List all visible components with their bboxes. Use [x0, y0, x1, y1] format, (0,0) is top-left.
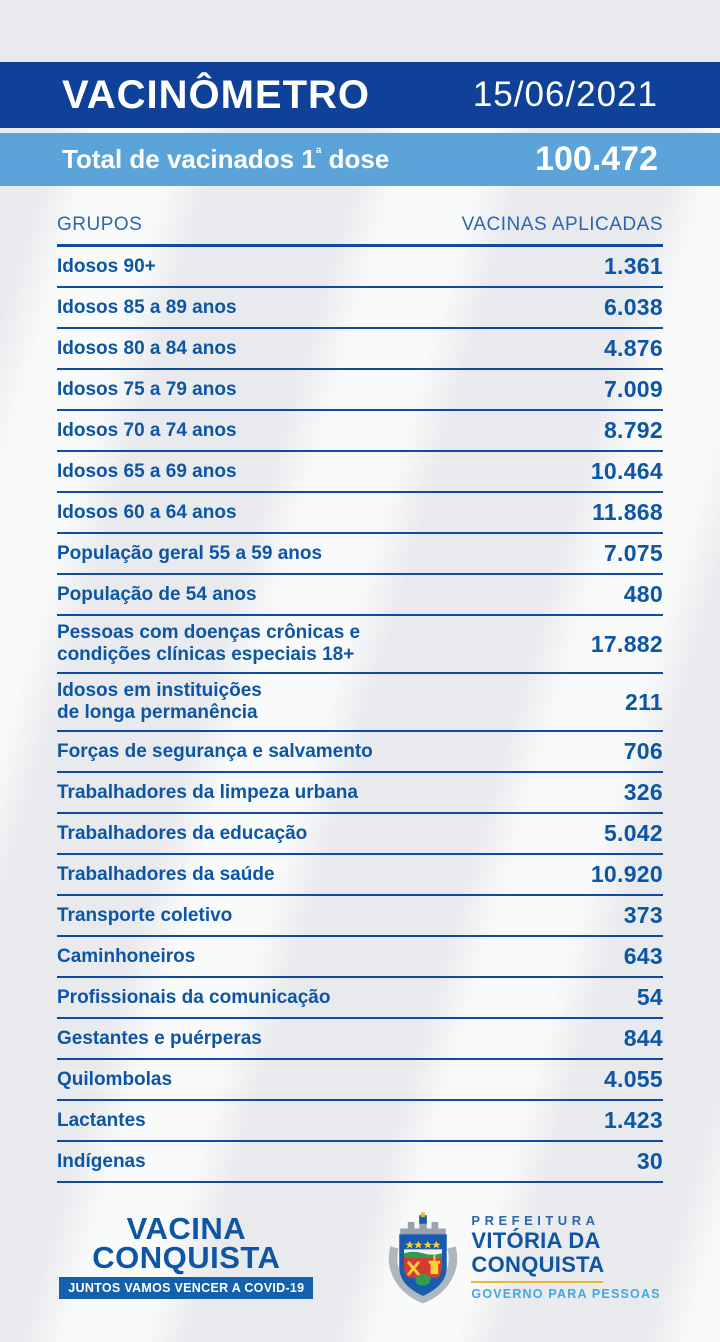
table-row: Idosos 60 a 64 anos 11.868: [57, 493, 663, 534]
table-row: Idosos 65 a 69 anos 10.464: [57, 452, 663, 493]
table-row: Idosos 70 a 74 anos 8.792: [57, 411, 663, 452]
group-label: Indígenas: [57, 1150, 146, 1172]
table-row: Trabalhadores da educação 5.042: [57, 814, 663, 855]
group-label: Profissionais da comunicação: [57, 986, 331, 1008]
group-label: Trabalhadores da educação: [57, 822, 308, 844]
group-label: Idosos 70 a 74 anos: [57, 419, 237, 441]
group-label: Caminhoneiros: [57, 945, 196, 967]
group-label: Trabalhadores da saúde: [57, 863, 275, 885]
vaccines-applied-value: 326: [623, 779, 663, 805]
footer: VACINA CONQUISTA JUNTOS VAMOS VENCER A C…: [0, 1209, 720, 1305]
vaccines-applied-value: 11.868: [592, 499, 663, 525]
table-header-row: GRUPOS VACINAS APLICADAS: [57, 214, 663, 247]
table-row: Profissionais da comunicação 54: [57, 978, 663, 1019]
group-label: População de 54 anos: [57, 583, 257, 605]
prefeitura-logo: PREFEITURA VITÓRIA DA CONQUISTA GOVERNO …: [385, 1209, 660, 1305]
vaccines-applied-value: 844: [623, 1025, 663, 1051]
header-band: VACINÔMETRO 15/06/2021: [0, 62, 720, 128]
table-row: Lactantes 1.423: [57, 1101, 663, 1142]
vaccines-applied-value: 211: [624, 688, 663, 715]
group-label: Trabalhadores da limpeza urbana: [57, 781, 358, 803]
total-vaccinated-label: Total de vacinados 1ª dose: [62, 144, 390, 174]
vacinometro-infographic: VACINÔMETRO 15/06/2021 Total de vacinado…: [0, 62, 720, 1305]
page-title: VACINÔMETRO: [62, 72, 371, 117]
vaccines-applied-value: 480: [623, 581, 663, 607]
vaccines-applied-value: 643: [623, 943, 663, 969]
table-row: Caminhoneiros 643: [57, 937, 663, 978]
prefeitura-label: PREFEITURA: [471, 1213, 600, 1228]
prefeitura-text-block: PREFEITURA VITÓRIA DA CONQUISTA GOVERNO …: [471, 1213, 660, 1301]
group-label: Forças de segurança e salvamento: [57, 740, 373, 762]
group-label: Idosos 65 a 69 anos: [57, 460, 237, 482]
campaign-name-line2: CONQUISTA: [92, 1239, 281, 1275]
vacina-conquista-logo: VACINA CONQUISTA JUNTOS VAMOS VENCER A C…: [59, 1210, 314, 1300]
table-row: Indígenas 30: [57, 1142, 663, 1183]
city-name-line1: VITÓRIA DA: [471, 1228, 601, 1253]
vaccines-applied-value: 706: [623, 738, 663, 764]
group-label: Pessoas com doenças crônicas e condições…: [57, 622, 361, 665]
group-label: Idosos em instituições de longa permanên…: [57, 680, 262, 723]
table-row: Trabalhadores da saúde 10.920: [57, 855, 663, 896]
column-header-vaccines: VACINAS APLICADAS: [461, 214, 663, 235]
vaccines-applied-value: 5.042: [603, 820, 663, 846]
table-row: Idosos 90+ 1.361: [57, 247, 663, 288]
table-row: Idosos 80 a 84 anos 4.876: [57, 329, 663, 370]
government-tagline: GOVERNO PARA PESSOAS: [471, 1287, 661, 1301]
table-row: População geral 55 a 59 anos 7.075: [57, 534, 663, 575]
vaccines-applied-value: 17.882: [590, 630, 663, 657]
coat-of-arms-icon: [389, 1212, 458, 1304]
group-label: Idosos 75 a 79 anos: [57, 378, 237, 400]
campaign-name-line1: VACINA: [126, 1210, 247, 1246]
table-row: Trabalhadores da limpeza urbana 326: [57, 773, 663, 814]
table-row: Pessoas com doenças crônicas e condições…: [57, 616, 663, 674]
vaccines-applied-value: 7.075: [603, 540, 663, 566]
table-row: Forças de segurança e salvamento 706: [57, 732, 663, 773]
vaccines-applied-value: 6.038: [603, 294, 663, 320]
vaccines-applied-value: 10.920: [590, 861, 663, 887]
group-label: Idosos 85 a 89 anos: [57, 296, 237, 318]
group-label: Gestantes e puérperas: [57, 1027, 262, 1049]
vaccines-applied-value: 1.361: [603, 253, 663, 279]
gold-divider: [471, 1281, 604, 1283]
summary-band: Total de vacinados 1ª dose 100.472: [0, 133, 720, 186]
table-row: População de 54 anos 480: [57, 575, 663, 616]
vaccines-applied-value: 373: [623, 902, 663, 928]
group-label: Idosos 60 a 64 anos: [57, 501, 237, 523]
table-row: Quilombolas 4.055: [57, 1060, 663, 1101]
vaccines-applied-value: 4.055: [603, 1066, 663, 1092]
group-label: Idosos 90+: [57, 255, 156, 277]
column-header-groups: GRUPOS: [57, 214, 143, 235]
group-label: Idosos 80 a 84 anos: [57, 337, 237, 359]
group-label: Lactantes: [57, 1109, 146, 1131]
table-row: Idosos 75 a 79 anos 7.009: [57, 370, 663, 411]
campaign-tagline: JUNTOS VAMOS VENCER A COVID-19: [59, 1277, 314, 1300]
table-row: Gestantes e puérperas 844: [57, 1019, 663, 1060]
vaccines-applied-value: 30: [636, 1148, 663, 1174]
table-row: Idosos 85 a 89 anos 6.038: [57, 288, 663, 329]
vaccines-applied-value: 1.423: [603, 1107, 663, 1133]
vaccination-table: GRUPOS VACINAS APLICADAS Idosos 90+ 1.36…: [57, 214, 663, 1183]
vaccines-applied-value: 8.792: [603, 417, 663, 443]
background-stripes: [0, 62, 720, 1342]
total-vaccinated-value: 100.472: [535, 140, 658, 178]
city-name-line2: CONQUISTA: [471, 1252, 605, 1277]
vaccination-table-body: Idosos 90+ 1.361 Idosos 85 a 89 anos 6.0…: [57, 247, 663, 1183]
vaccines-applied-value: 10.464: [590, 458, 663, 484]
table-row: Transporte coletivo 373: [57, 896, 663, 937]
vaccines-applied-value: 4.876: [603, 335, 663, 361]
table-row: Idosos em instituições de longa permanên…: [57, 674, 663, 732]
vaccines-applied-value: 7.009: [603, 376, 663, 402]
group-label: População geral 55 a 59 anos: [57, 542, 323, 564]
vaccines-applied-value: 54: [636, 984, 663, 1010]
report-date: 15/06/2021: [472, 75, 658, 114]
group-label: Quilombolas: [57, 1068, 173, 1090]
group-label: Transporte coletivo: [57, 904, 233, 926]
